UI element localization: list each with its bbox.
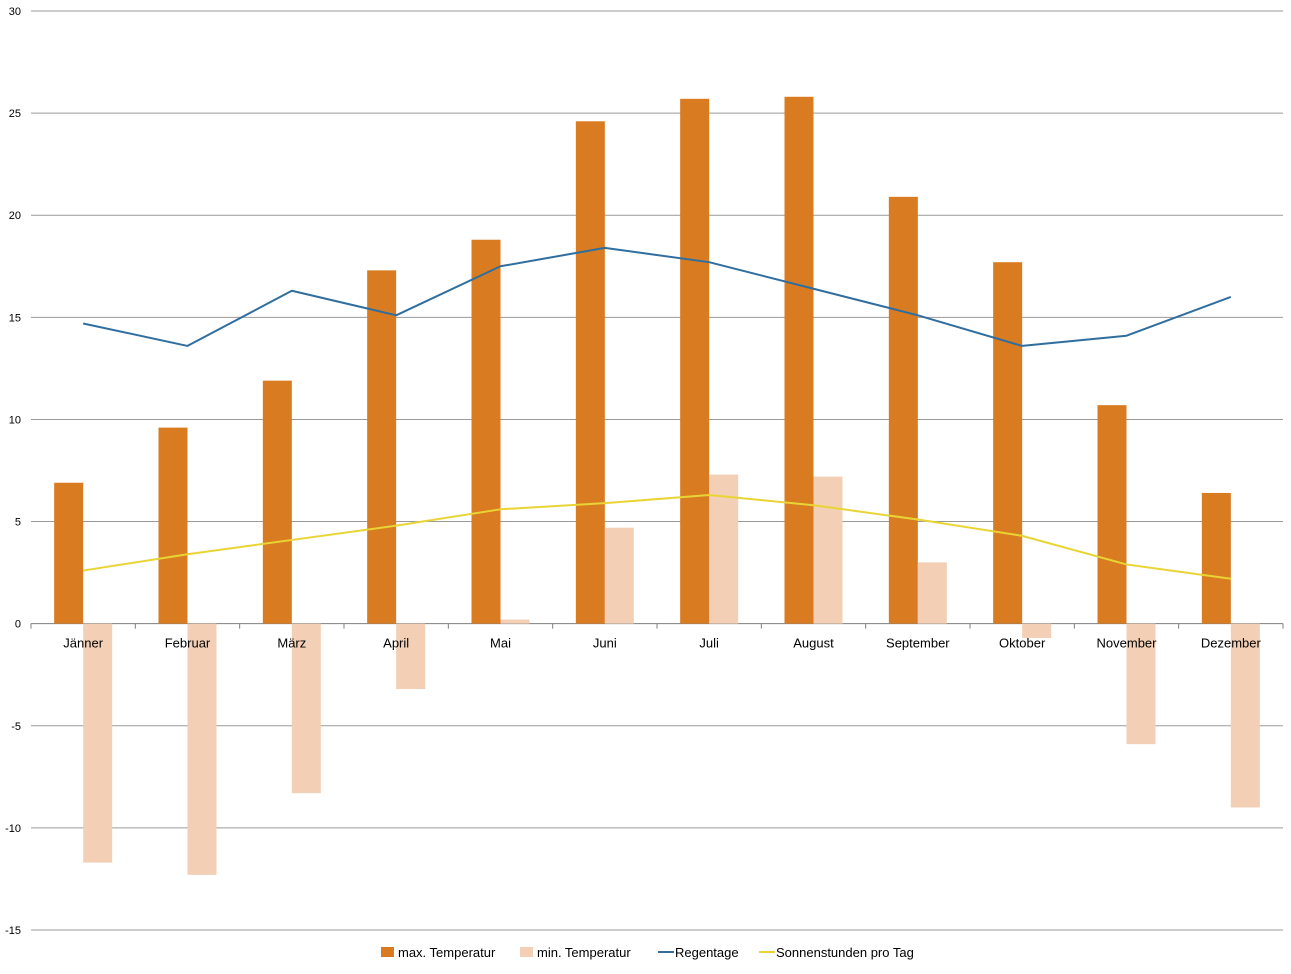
bar-max-temperatur <box>888 196 918 624</box>
y-tick-label: 25 <box>9 108 21 120</box>
x-tick-label: September <box>886 636 950 651</box>
x-tick-label: Jänner <box>63 636 103 651</box>
bar-max-temperatur <box>1201 492 1231 624</box>
x-tick-label: April <box>383 636 409 651</box>
legend-swatch <box>381 947 394 957</box>
y-tick-label: 0 <box>15 619 21 631</box>
bar-min-temperatur <box>291 623 321 794</box>
x-tick-label: Oktober <box>999 636 1046 651</box>
bar-max-temperatur <box>575 121 605 624</box>
y-tick-label: -5 <box>11 721 21 733</box>
bar-max-temperatur <box>1097 405 1127 624</box>
bar-max-temperatur <box>680 98 710 624</box>
bar-max-temperatur <box>158 427 188 624</box>
legend-swatch <box>520 947 533 957</box>
line-regentage <box>82 246 1232 347</box>
legend-label: min. Temperatur <box>537 945 631 960</box>
x-tick-label: August <box>793 636 834 651</box>
bar-min-temperatur <box>1230 623 1260 808</box>
axis-layer <box>30 623 1284 629</box>
bar-max-temperatur <box>471 239 501 624</box>
y-tick-label: -15 <box>5 925 21 937</box>
y-tick-label: 30 <box>9 6 21 18</box>
bar-min-temperatur <box>917 562 947 624</box>
y-tick-label: 10 <box>9 414 21 426</box>
x-tick-label: Dezember <box>1201 636 1262 651</box>
y-tick-label: 5 <box>15 517 21 529</box>
bar-min-temperatur <box>709 474 739 624</box>
bar-layer <box>54 96 1260 875</box>
bar-min-temperatur <box>604 527 634 624</box>
grid-layer <box>31 10 1283 931</box>
bar-max-temperatur <box>367 270 397 624</box>
x-tick-label: März <box>277 636 306 651</box>
x-tick-label: Juli <box>699 636 719 651</box>
legend-label: max. Temperatur <box>398 945 496 960</box>
label-layer: 30 25 20 15 10 5 0 -5 -10 -15 Jänner Februar März Apr… <box>5 6 1261 937</box>
chart-legend: max. Temperatur min. Temperatur Regentage S… <box>381 945 914 960</box>
legend-label: Regentage <box>675 945 739 960</box>
bar-min-temperatur <box>500 619 530 624</box>
bar-max-temperatur <box>784 96 814 624</box>
bar-min-temperatur <box>813 476 843 624</box>
bar-min-temperatur <box>187 623 217 875</box>
bar-max-temperatur <box>262 380 292 624</box>
bar-min-temperatur <box>83 623 113 863</box>
x-tick-label: Februar <box>165 636 211 651</box>
line-sonnenstunden <box>83 494 1231 580</box>
y-tick-label: 15 <box>9 312 21 324</box>
x-tick-label: November <box>1097 636 1158 651</box>
x-tick-label: Juni <box>593 636 617 651</box>
y-tick-label: 20 <box>9 210 21 222</box>
bar-min-temperatur <box>1126 623 1156 745</box>
bar-min-temperatur <box>1022 623 1052 638</box>
line-layer <box>82 246 1232 580</box>
bar-max-temperatur <box>54 482 84 624</box>
legend-label: Sonnenstunden pro Tag <box>776 945 914 960</box>
y-tick-label: -10 <box>5 823 21 835</box>
x-tick-label: Mai <box>490 636 511 651</box>
bar-min-temperatur <box>396 623 426 690</box>
bar-max-temperatur <box>993 262 1023 624</box>
